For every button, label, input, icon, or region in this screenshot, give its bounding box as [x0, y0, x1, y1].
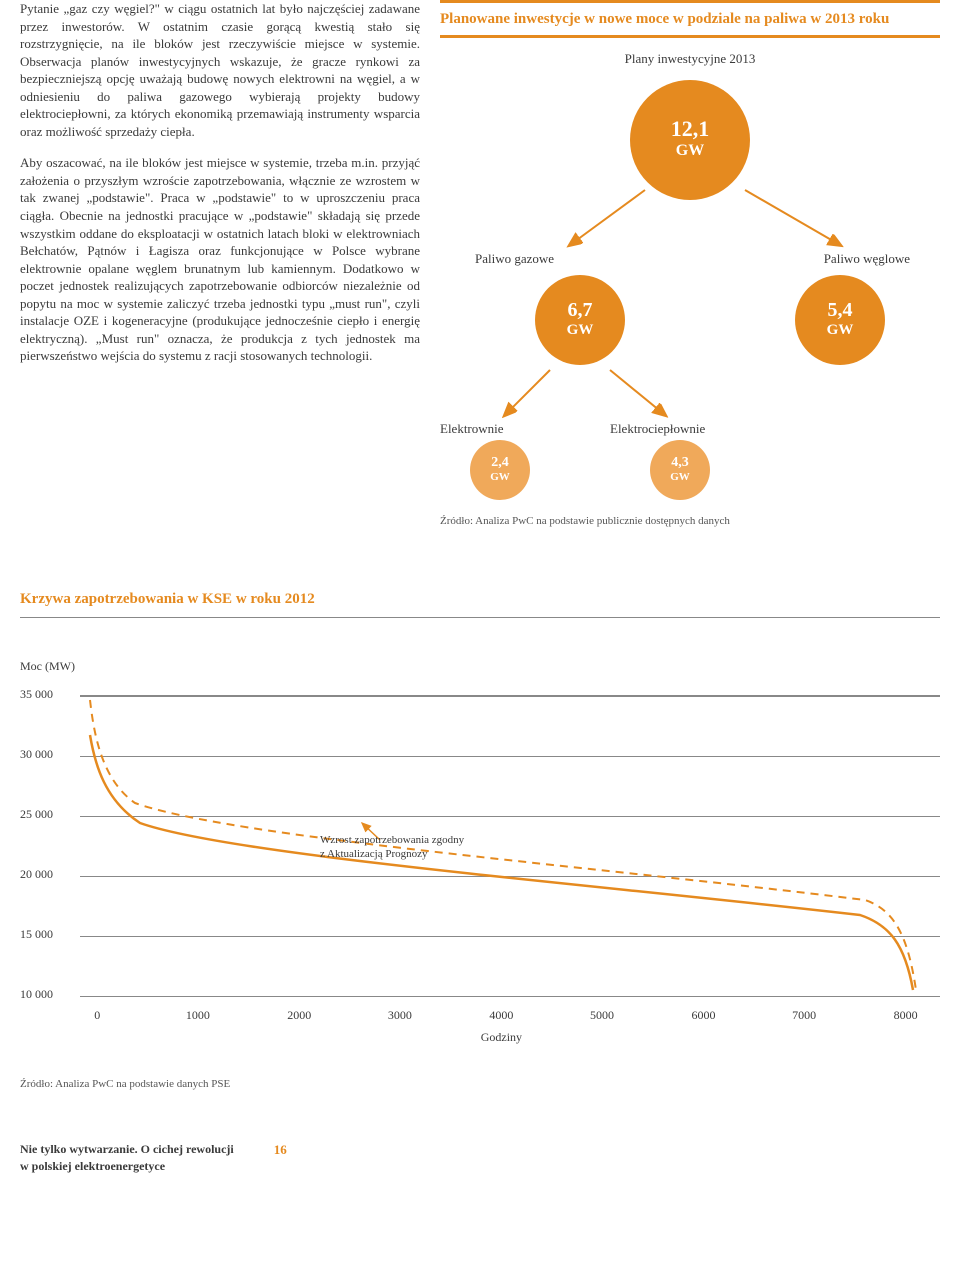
y-axis-label: Moc (MW) — [20, 658, 940, 674]
x-tick: 2000 — [287, 1007, 311, 1023]
x-tick: 5000 — [590, 1007, 614, 1023]
x-tick: 0 — [94, 1007, 100, 1023]
demand-curve-chart: Krzywa zapotrzebowania w KSE w roku 2012… — [20, 589, 940, 1091]
diagram-source: Źródło: Analiza PwC na podstawie publicz… — [440, 514, 940, 529]
label-coal: Paliwo węglowe — [824, 250, 910, 268]
label-powerplants: Elektrownie — [440, 420, 504, 438]
x-tick: 3000 — [388, 1007, 412, 1023]
x-tick: 1000 — [186, 1007, 210, 1023]
y-tick: 20 000 — [20, 866, 70, 882]
node-powerplants: 2,4 GW — [470, 440, 530, 500]
y-tick: 35 000 — [20, 686, 70, 702]
paragraph-1: Pytanie „gaz czy węgiel?" w ciągu ostatn… — [20, 0, 420, 140]
x-tick: 4000 — [489, 1007, 513, 1023]
node-chp: 4,3 GW — [650, 440, 710, 500]
chart-title: Krzywa zapotrzebowania w KSE w roku 2012 — [20, 589, 940, 618]
footer-title: Nie tylko wytwarzanie. O cichej rewolucj… — [20, 1141, 234, 1173]
diagram-arrows — [440, 50, 960, 510]
y-tick: 30 000 — [20, 746, 70, 762]
x-axis-label: Godziny — [481, 1029, 522, 1045]
series-solid — [90, 735, 913, 990]
page-footer: Nie tylko wytwarzanie. O cichej rewolucj… — [20, 1141, 940, 1173]
node-gas: 6,7 GW — [535, 275, 625, 365]
label-gas: Paliwo gazowe — [475, 250, 554, 268]
node-coal: 5,4 GW — [795, 275, 885, 365]
x-tick: 6000 — [692, 1007, 716, 1023]
page-number: 16 — [274, 1141, 287, 1159]
paragraph-2: Aby oszacować, na ile bloków jest miejsc… — [20, 154, 420, 365]
x-axis: 0 1000 2000 3000 4000 5000 6000 7000 800… — [80, 1007, 940, 1047]
chart-annotation: Wzrost zapotrzebowania zgodny z Aktualiz… — [320, 833, 464, 863]
body-text-column: Pytanie „gaz czy węgiel?" w ciągu ostatn… — [20, 0, 420, 529]
y-tick: 15 000 — [20, 926, 70, 942]
x-tick: 7000 — [792, 1007, 816, 1023]
y-tick: 10 000 — [20, 986, 70, 1002]
chart-source: Źródło: Analiza PwC na podstawie danych … — [20, 1077, 940, 1092]
label-chp: Elektrociepłownie — [610, 420, 705, 438]
y-tick: 25 000 — [20, 806, 70, 822]
x-tick: 8000 — [894, 1007, 918, 1023]
diagram-title: Planowane inwestycje w nowe moce w podzi… — [440, 9, 940, 29]
series-dashed — [90, 700, 916, 990]
investment-diagram: Planowane inwestycje w nowe moce w podzi… — [440, 0, 940, 529]
chart-plot — [80, 695, 920, 995]
